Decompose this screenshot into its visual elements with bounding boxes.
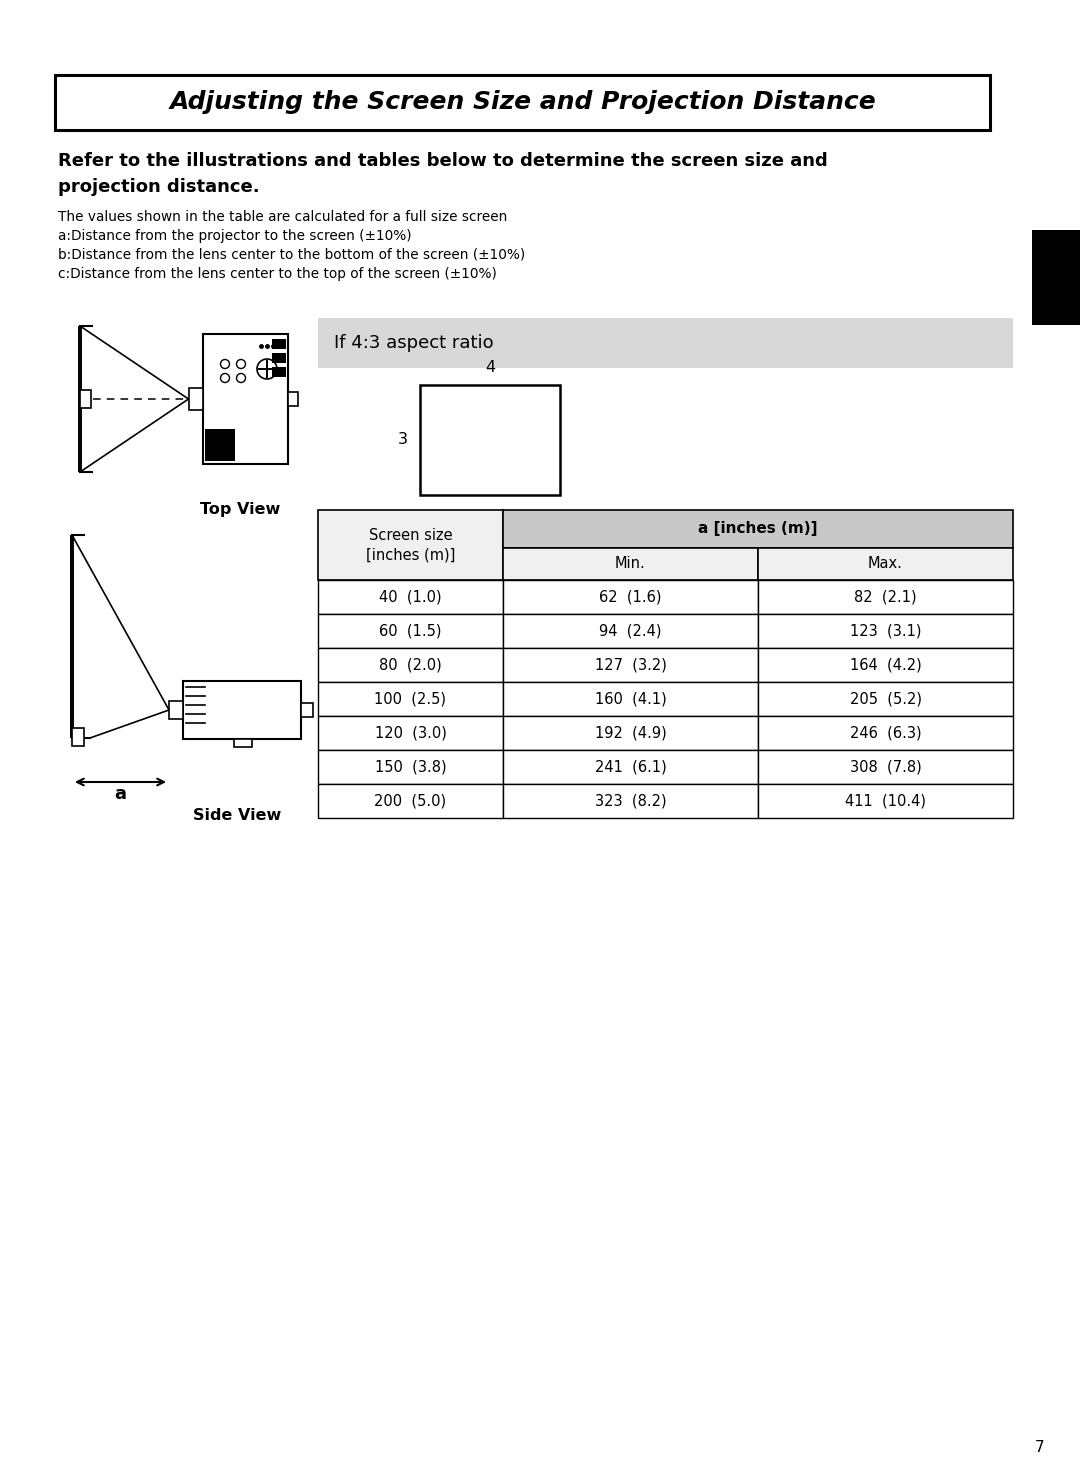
Bar <box>189 387 203 410</box>
Text: 164  (4.2): 164 (4.2) <box>850 657 921 672</box>
Text: 246  (6.3): 246 (6.3) <box>850 726 921 741</box>
Bar <box>234 739 252 746</box>
Text: 205  (5.2): 205 (5.2) <box>850 692 921 706</box>
Bar <box>318 784 503 818</box>
Bar <box>318 683 503 715</box>
Bar <box>758 715 1013 749</box>
Text: 100  (2.5): 100 (2.5) <box>375 692 446 706</box>
Text: c:Distance from the lens center to the top of the screen (±10%): c:Distance from the lens center to the t… <box>58 267 497 280</box>
Bar <box>318 749 503 784</box>
Bar <box>503 683 758 715</box>
Bar <box>503 548 758 580</box>
Text: 323  (8.2): 323 (8.2) <box>595 794 666 809</box>
Text: 241  (6.1): 241 (6.1) <box>595 760 666 775</box>
Text: 3: 3 <box>399 432 408 448</box>
Text: If 4:3 aspect ratio: If 4:3 aspect ratio <box>334 334 494 352</box>
Bar <box>503 649 758 683</box>
Bar <box>271 367 285 377</box>
Circle shape <box>220 374 229 383</box>
Text: Refer to the illustrations and tables below to determine the screen size and: Refer to the illustrations and tables be… <box>58 151 827 171</box>
Circle shape <box>257 359 276 378</box>
Bar <box>203 334 287 464</box>
Text: 411  (10.4): 411 (10.4) <box>845 794 926 809</box>
Text: Screen size
[inches (m)]: Screen size [inches (m)] <box>366 528 455 562</box>
Text: a [inches (m)]: a [inches (m)] <box>699 521 818 537</box>
Text: 7: 7 <box>1036 1439 1044 1454</box>
Bar <box>318 649 503 683</box>
Text: projection distance.: projection distance. <box>58 178 259 196</box>
Circle shape <box>220 359 229 368</box>
Bar <box>503 715 758 749</box>
Bar <box>72 729 84 746</box>
Bar <box>1032 230 1080 325</box>
Text: b:Distance from the lens center to the bottom of the screen (±10%): b:Distance from the lens center to the b… <box>58 248 525 263</box>
Text: 308  (7.8): 308 (7.8) <box>850 760 921 775</box>
Bar <box>80 390 91 408</box>
Bar <box>758 580 1013 614</box>
Bar <box>758 649 1013 683</box>
Bar <box>168 700 183 720</box>
Text: 120  (3.0): 120 (3.0) <box>375 726 446 741</box>
Bar <box>758 614 1013 649</box>
Text: 40  (1.0): 40 (1.0) <box>379 589 442 604</box>
Bar <box>318 614 503 649</box>
Text: 127  (3.2): 127 (3.2) <box>595 657 666 672</box>
Text: Adjusting the Screen Size and Projection Distance: Adjusting the Screen Size and Projection… <box>170 91 876 114</box>
Bar <box>503 614 758 649</box>
Text: Top View: Top View <box>200 502 280 516</box>
Bar <box>503 749 758 784</box>
Text: 60  (1.5): 60 (1.5) <box>379 623 442 638</box>
Circle shape <box>237 359 245 368</box>
Text: 4: 4 <box>485 361 495 375</box>
Text: Max.: Max. <box>868 556 903 571</box>
Bar <box>271 353 285 364</box>
Text: a:Distance from the projector to the screen (±10%): a:Distance from the projector to the scr… <box>58 229 411 243</box>
Bar <box>503 580 758 614</box>
Text: 94  (2.4): 94 (2.4) <box>599 623 662 638</box>
Text: 192  (4.9): 192 (4.9) <box>595 726 666 741</box>
Bar <box>318 318 1013 368</box>
Bar <box>318 510 503 580</box>
Text: 200  (5.0): 200 (5.0) <box>375 794 446 809</box>
Bar <box>204 429 234 462</box>
Bar <box>758 749 1013 784</box>
Bar <box>183 681 301 739</box>
Bar <box>287 392 297 407</box>
Bar <box>758 548 1013 580</box>
Bar <box>758 683 1013 715</box>
Text: The values shown in the table are calculated for a full size screen: The values shown in the table are calcul… <box>58 211 508 224</box>
Text: Side View: Side View <box>193 807 281 824</box>
Text: 82  (2.1): 82 (2.1) <box>854 589 917 604</box>
Text: Min.: Min. <box>616 556 646 571</box>
Bar <box>758 784 1013 818</box>
Circle shape <box>237 374 245 383</box>
Bar <box>503 510 1013 548</box>
Bar <box>55 76 990 131</box>
Bar <box>503 784 758 818</box>
Text: 123  (3.1): 123 (3.1) <box>850 623 921 638</box>
Bar <box>301 703 313 717</box>
Text: 62  (1.6): 62 (1.6) <box>599 589 662 604</box>
Text: 160  (4.1): 160 (4.1) <box>595 692 666 706</box>
Bar <box>271 338 285 349</box>
Bar <box>318 580 503 614</box>
Text: 150  (3.8): 150 (3.8) <box>375 760 446 775</box>
Bar <box>420 384 561 496</box>
Bar <box>318 715 503 749</box>
Text: a: a <box>114 785 126 803</box>
Text: 80  (2.0): 80 (2.0) <box>379 657 442 672</box>
